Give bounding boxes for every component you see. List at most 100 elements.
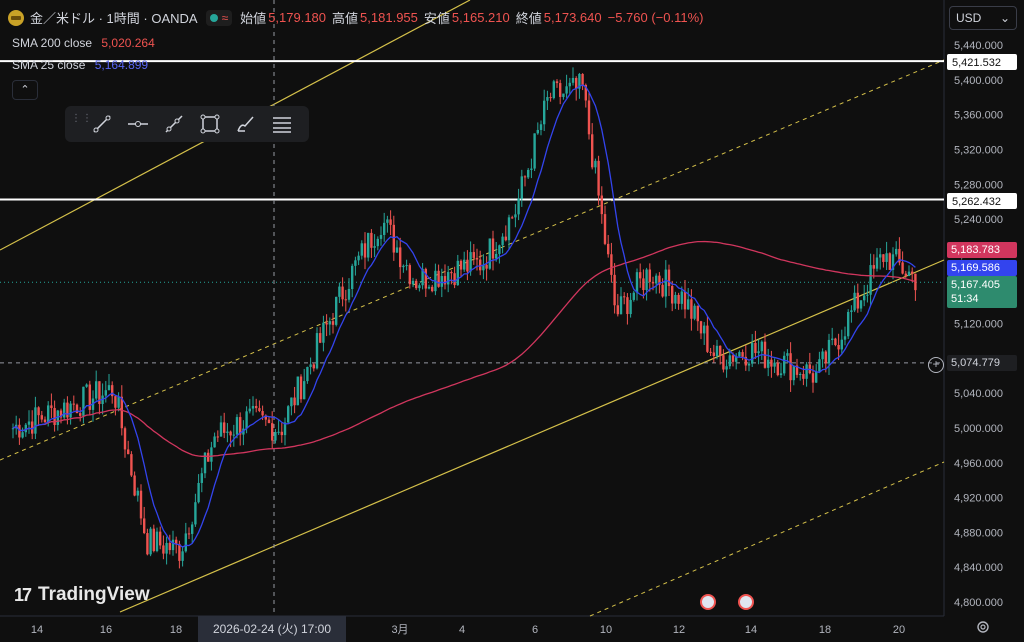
trend-line-tool-icon[interactable] [87,110,117,138]
candle-body [706,325,709,352]
candle-body [399,247,402,268]
candle-body [146,533,149,555]
candle-body [235,417,239,435]
candle-body [34,407,37,434]
candle-body [111,385,114,397]
candle-body [562,93,565,97]
candle-body [511,217,514,219]
candle-body [907,271,911,277]
candle-body [50,405,53,409]
candle-body [568,82,571,87]
us-event-flag-icon[interactable] [738,594,754,610]
candle-body [66,402,69,418]
candle-body [98,381,101,405]
x-tick-label: 3月 [391,624,408,636]
candle-body [21,432,24,438]
candle-body [856,292,859,309]
candle-body [463,259,466,270]
candle-body [488,238,491,269]
ray-tool-icon[interactable] [159,110,189,138]
candle-body [773,362,776,367]
sma25-legend[interactable]: SMA 25 close 5,164.899 [12,58,148,72]
market-status[interactable]: ≈ [205,9,233,26]
candle-body [431,286,434,292]
candle-body [219,422,223,437]
y-tick-label: 4,960.000 [954,458,1003,470]
candle-body [88,384,91,410]
candle-body [639,272,642,279]
candle-body [523,176,527,178]
candle-body [363,243,367,258]
y-tick-label: 5,120.000 [954,319,1003,331]
candle-body [811,373,815,383]
candle-body [546,97,549,101]
candle-body [213,436,216,448]
symbol-title[interactable]: 金／米ドル · 1時間 · OANDA [30,11,198,26]
us-event-flag-icon[interactable] [700,594,716,610]
candle-body [802,374,805,379]
candle-body [712,352,715,356]
candle-body [162,545,165,554]
candle-body [421,268,424,286]
collapse-legend-button[interactable]: ⌃ [12,80,38,100]
brush-tool-icon[interactable] [231,110,261,138]
candle-body [344,299,347,301]
y-tick-label: 5,360.000 [954,110,1003,122]
candle-body [309,364,312,367]
candle-body [600,195,603,215]
add-alert-icon[interactable]: + [928,357,944,373]
candle-body [629,299,632,315]
candle-body [757,351,760,354]
candle-body [779,373,783,376]
horizontal-line-tool-icon[interactable] [123,110,153,138]
candle-body [840,339,843,350]
candle-body [251,405,255,409]
candle-body [815,371,818,383]
sma200-legend[interactable]: SMA 200 close 5,020.264 [12,36,155,50]
candle-body [123,428,127,450]
candle-body [149,528,152,555]
candle-body [587,100,591,135]
candle-body [635,272,639,293]
candle-body [367,232,370,258]
candle-body [239,417,242,435]
candle-body [187,533,191,535]
candle-body [834,338,837,346]
candle-body [536,129,539,134]
candle-body [731,355,735,362]
candle-body [440,276,443,287]
candle-body [507,217,511,241]
gear-icon[interactable] [976,620,990,634]
candle-body [447,272,450,285]
candle-body [786,353,789,356]
candle-body [559,83,562,97]
candle-body [610,254,613,275]
currency-select[interactable]: USD ⌄ [949,6,1017,30]
candle-body [901,262,904,274]
candle-body [709,351,712,353]
tradingview-logo[interactable]: 17 TradingView [14,584,150,606]
candle-body [760,341,763,352]
candle-body [859,300,863,309]
candle-body [40,415,43,420]
candle-body [376,238,379,247]
candle-body [258,408,261,412]
candle-body [882,254,885,262]
candle-body [120,396,123,429]
candle-body [770,359,773,367]
candle-body [271,423,274,441]
candle-body [24,424,27,433]
close-value: 5,173.640 [543,10,602,25]
candle-body [898,248,901,263]
candle-body [245,411,248,429]
candle-body [331,321,335,325]
candle-body [370,232,373,248]
rectangle-tool-icon[interactable] [195,110,225,138]
candle-body [299,376,303,400]
fib-retracement-tool-icon[interactable] [267,110,297,138]
candle-body [888,253,891,270]
candle-body [671,286,674,304]
candle-body [293,397,296,406]
drag-handle-icon[interactable]: ⋮⋮ [71,113,93,124]
